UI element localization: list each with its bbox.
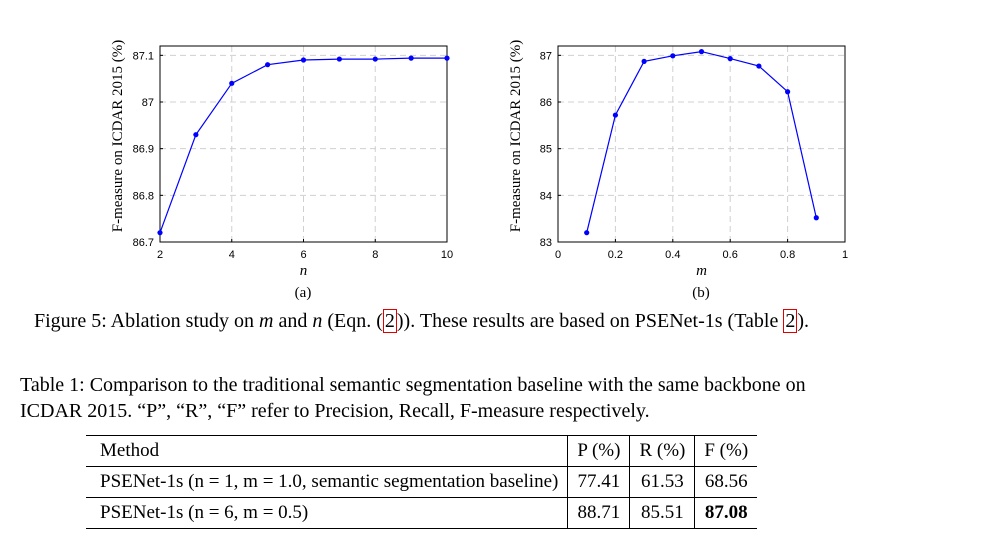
chart-a-data-point [408,55,414,61]
chart-b-series-line [586,50,817,233]
chart-a-data-point [265,62,271,68]
chart-a-y-tick-label: 87.1 [133,50,154,62]
chart-a: 2 4 6 8 10 86.7 86.8 86.9 87 87.1 n F-measure on IC… [110,40,453,279]
chart-a-y-axis-label: F-measure on ICDAR 2015 (%) [110,40,126,232]
chart-b: 0 0.2 0.4 0.6 0.8 1 83 84 85 86 87 m F-measure on IC… [508,40,848,279]
chart-a-x-tick-label: 6 [300,249,306,261]
equation-ref-link[interactable]: 2 [382,309,397,333]
chart-a-y-tick-label: 87 [142,97,154,109]
chart-a-y-tick-label: 86.9 [133,144,154,156]
row-1-method: PSENet-1s (n = 1, m = 1.0, semantic segm… [86,466,569,498]
row-1-fmeasure: 68.56 [704,471,748,492]
table-row: PSENet-1s (n = 6, m = 0.5) 88.71 85.51 8… [86,497,758,529]
chart-a-data-point [157,230,163,236]
chart-b-data-point [756,63,762,69]
chart-b-x-tick-label: 0.2 [608,249,623,261]
chart-b-x-tick-label: 0 [555,249,561,261]
caption-eqn-close: )). These results are based on PSENet-1s… [396,310,784,332]
chart-b-x-tick-label: 0.4 [665,249,680,261]
caption-var-m: m [259,310,274,332]
chart-b-subcaption: (b) [692,285,710,301]
chart-a-x-tick-label: 4 [229,249,235,261]
caption-prefix: Figure 5: Ablation study on [34,310,259,332]
chart-a-x-tick-label: 2 [157,249,163,261]
chart-b-data-point [727,56,733,62]
table-caption-line-2: ICDAR 2015. “P”, “R”, “F” refer to Preci… [20,400,650,422]
chart-b-y-tick-label: 83 [540,237,552,249]
chart-b-y-tick-label: 87 [540,50,552,62]
row-1-precision: 77.41 [577,471,621,492]
caption-eqn-open: (Eqn. ( [322,310,383,332]
chart-b-data-point [641,58,647,64]
chart-a-y-tick-label: 86.8 [133,190,154,202]
chart-b-x-tick-label: 0.6 [723,249,738,261]
chart-a-data-point [229,80,235,86]
chart-b-data-point [698,49,705,55]
chart-b-y-tick-label: 85 [540,144,552,156]
row-2-method: PSENet-1s (n = 6, m = 0.5) [86,497,569,529]
chart-b-x-tick-label: 1 [842,249,848,261]
chart-b-y-tick-label: 86 [540,97,552,109]
table-ref-link[interactable]: 2 [783,309,798,333]
chart-a-y-tick-label: 86.7 [133,237,154,249]
chart-a-x-tick-label: 10 [441,249,453,261]
figure-caption: Figure 5: Ablation study on m and n (Eqn… [34,309,809,333]
chart-a-data-point [300,57,307,63]
chart-a-data-point [372,56,378,62]
chart-b-data-point [584,230,590,236]
chart-a-x-tick-label: 8 [372,249,378,261]
row-2-recall: 85.51 [629,497,696,529]
caption-end: ). [797,310,810,332]
caption-var-n: n [312,310,323,332]
row-2-fmeasure: 87.08 [694,497,758,529]
chart-a-data-point [193,132,199,138]
chart-b-data-point [785,89,791,95]
chart-a-data-point [444,55,450,61]
chart-b-data-point [813,215,819,221]
header-precision: P (%) [567,435,630,467]
chart-b-x-tick-label: 0.8 [780,249,795,261]
caption-and: and [273,310,313,332]
header-fmeasure: F (%) [694,435,758,467]
table-caption-line-1: Table 1: Comparison to the traditional s… [20,374,806,396]
table-row: PSENet-1s (n = 1, m = 1.0, semantic segm… [86,466,757,498]
row-1-recall: 61.53 [629,466,696,498]
chart-a-data-point [336,56,342,62]
chart-b-data-point [670,53,676,59]
chart-b-data-point [612,112,619,118]
row-2-precision: 88.71 [567,497,630,529]
chart-b-x-axis-label: m [696,263,707,279]
results-table: Method P (%) R (%) F (%) PSENet-1s (n = … [86,435,758,529]
chart-b-frame [557,45,846,243]
header-recall: R (%) [629,435,696,467]
chart-b-y-axis-label: F-measure on ICDAR 2015 (%) [508,40,524,232]
chart-a-frame [159,45,448,243]
chart-a-subcaption: (a) [295,285,312,301]
chart-a-x-axis-label: n [300,263,308,279]
table-header-row: Method P (%) R (%) F (%) [86,435,758,467]
chart-b-y-tick-label: 84 [540,190,552,202]
header-method: Method [86,435,569,467]
